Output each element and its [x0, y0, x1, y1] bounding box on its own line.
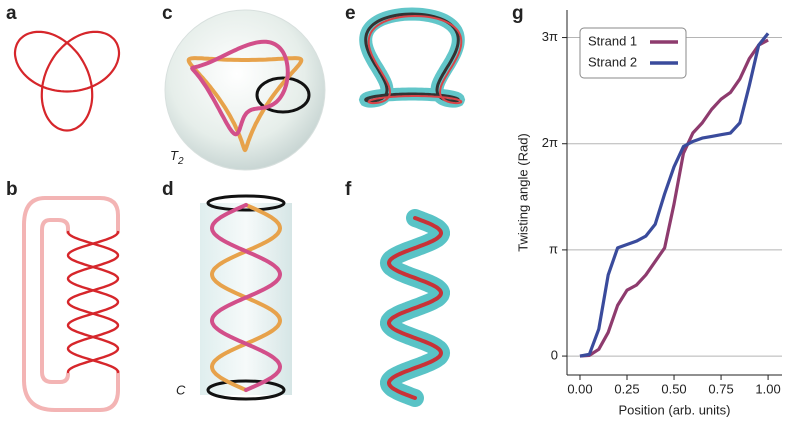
line-series: [579, 32, 770, 358]
panel-label: a: [6, 3, 17, 24]
y-tick-label: 2π: [542, 135, 558, 150]
black-loop: [255, 76, 311, 114]
y-tick-label: 3π: [542, 29, 558, 44]
torus-label: T2: [170, 148, 184, 166]
sphere: [164, 9, 326, 171]
helix-pink: [209, 203, 283, 392]
loop: [22, 196, 120, 412]
tube-core: [386, 216, 444, 400]
tube: [358, 7, 466, 108]
panel-label: g: [512, 3, 524, 24]
legend-label: Strand 2: [588, 54, 637, 69]
x-tick-label: 0.25: [614, 381, 639, 396]
knot-orange: [186, 56, 304, 153]
braid: [66, 230, 120, 374]
x-tick-label: 0.00: [567, 381, 592, 396]
illustrations: [13, 7, 466, 412]
line-series: [579, 38, 769, 358]
panel-label: e: [345, 3, 356, 24]
knot-pink: [190, 39, 290, 137]
cylinder-label: C: [176, 382, 186, 397]
x-axis-label: Position (arb. units): [619, 402, 731, 417]
y-tick-label: π: [549, 241, 558, 256]
x-tick-label: 1.00: [755, 381, 780, 396]
legend-label: Strand 1: [588, 33, 637, 48]
panel-label: d: [162, 179, 174, 200]
braid: [66, 230, 120, 374]
cylinder-bottom: [206, 379, 286, 401]
x-tick-label: 0.50: [661, 381, 686, 396]
panel-label: c: [162, 3, 173, 24]
y-axis-label: Twisting angle (Rad): [515, 133, 530, 252]
panel-label: b: [6, 179, 18, 200]
tube-core: [364, 12, 460, 103]
trefoil: [13, 30, 121, 132]
tube-core: [367, 14, 463, 105]
cylinder-top: [206, 194, 286, 212]
x-tick-label: 0.75: [708, 381, 733, 396]
y-tick-label: 0: [551, 348, 558, 363]
panel-label: f: [345, 179, 352, 200]
